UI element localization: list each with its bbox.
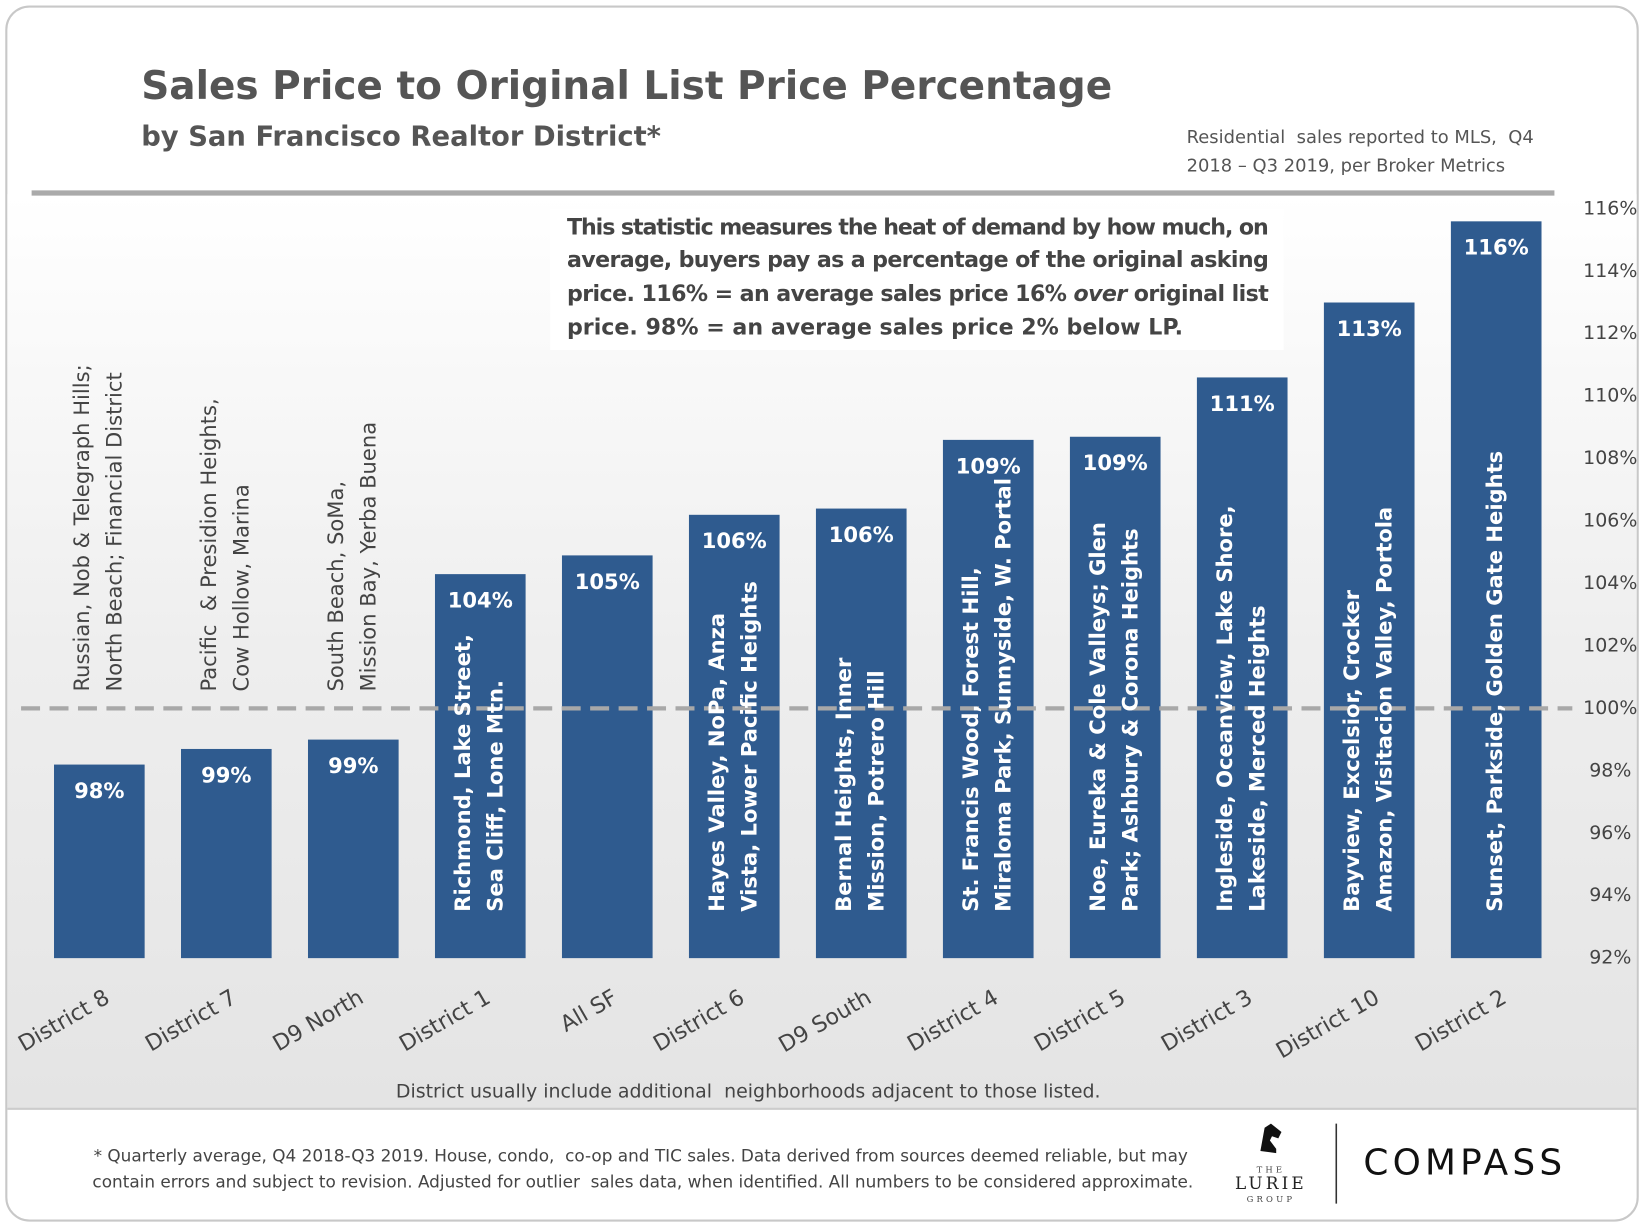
value-label: 99% — [201, 762, 251, 787]
bar — [434, 574, 526, 959]
bar — [1196, 377, 1288, 959]
category-note: St. Francis Wood, Forest Hill, — [958, 567, 983, 912]
y-tick-label: 96% — [1589, 822, 1631, 844]
category-note: Miraloma Park, Sunnyside, W. Portal — [991, 478, 1016, 912]
value-label: 111% — [1210, 391, 1275, 416]
bar — [54, 764, 145, 959]
category-note: Mission, Potrero Hill — [864, 670, 889, 911]
value-label: 105% — [575, 569, 640, 594]
y-tick-label: 98% — [1589, 759, 1631, 781]
y-tick-label: 110% — [1583, 385, 1637, 407]
category-note: Russian, Nob & Telegraph Hills; — [69, 364, 94, 691]
bar — [561, 555, 653, 959]
chart-subtitle: by San Francisco Realtor District* — [141, 122, 661, 153]
value-label: 106% — [829, 522, 894, 547]
category-note: Lakeside, Merced Heights — [1245, 605, 1270, 911]
value-label: 113% — [1337, 316, 1402, 341]
annotation-part: price. 116% = an average sales price 16% — [567, 281, 1074, 307]
footnote: * Quarterly average, Q4 2018-Q3 2019. Ho… — [94, 1145, 1188, 1165]
y-tick-label: 92% — [1589, 947, 1631, 969]
y-tick-label: 116% — [1583, 197, 1637, 219]
category-note: South Beach, SoMa, — [323, 481, 348, 692]
y-tick-label: 108% — [1583, 447, 1637, 469]
category-note: Cow Hollow, Marina — [229, 484, 254, 691]
bar — [815, 508, 907, 959]
annotation-line: price. 116% = an average sales price 16%… — [567, 281, 1269, 307]
annotation-line: This statistic measures the heat of dema… — [567, 214, 1269, 240]
bar — [1069, 436, 1161, 959]
annotation-part: original list — [1127, 281, 1270, 307]
value-label: 98% — [74, 778, 124, 803]
footer-note: District usually include additional neig… — [396, 1080, 1101, 1102]
logo-text: GROUP — [1247, 1194, 1296, 1204]
logo-text: LURIE — [1235, 1173, 1307, 1193]
category-note: Bayview, Excelsior, Crocker — [1339, 589, 1364, 911]
y-tick-label: 106% — [1583, 510, 1637, 532]
y-tick-label: 100% — [1583, 697, 1637, 719]
category-note: Sunset, Parkside, Golden Gate Heights — [1482, 451, 1507, 912]
logo-knight — [1260, 1123, 1282, 1154]
value-label: 109% — [1083, 450, 1148, 475]
logo-text: THE — [1257, 1164, 1286, 1174]
y-tick-label: 114% — [1583, 260, 1637, 282]
footnote: contain errors and subject to revision. … — [92, 1172, 1193, 1192]
category-note: Park; Ashbury & Corona Heights — [1118, 528, 1143, 911]
category-note: Ingleside, Oceanview, Lake Shore, — [1212, 505, 1237, 911]
annotation-box — [550, 208, 1284, 351]
bar — [1450, 221, 1542, 959]
value-label: 109% — [956, 453, 1021, 478]
category-note: Richmond, Lake Street, — [450, 634, 475, 912]
value-label: 116% — [1464, 235, 1529, 260]
bar — [688, 514, 780, 959]
category-note: Vista, Lower Pacific Heights — [737, 581, 762, 912]
category-note: Mission Bay, Yerba Buena — [356, 422, 381, 692]
chart-title: Sales Price to Original List Price Perce… — [141, 64, 1112, 109]
y-tick-label: 94% — [1589, 884, 1631, 906]
category-note: Amazon, Visitacion Valley, Portola — [1372, 507, 1397, 912]
category-note: Noe, Eureka & Cole Valleys; Glen — [1085, 522, 1110, 912]
category-note: Pacific & Presidion Heights, — [196, 398, 221, 691]
source-note: 2018 – Q3 2019, per Broker Metrics — [1187, 156, 1505, 177]
brand-logo: COMPASS — [1363, 1143, 1566, 1184]
y-tick-label: 112% — [1583, 322, 1637, 344]
source-note: Residential sales reported to MLS, Q4 — [1187, 127, 1534, 148]
value-label: 106% — [702, 528, 767, 553]
annotation-line: average, buyers pay as a percentage of t… — [567, 247, 1269, 273]
bar — [942, 439, 1034, 959]
y-tick-label: 104% — [1583, 572, 1637, 594]
bar — [180, 748, 272, 959]
value-label: 104% — [448, 588, 513, 613]
bar — [1323, 302, 1415, 959]
category-note: Bernal Heights, Inner — [831, 657, 856, 912]
category-note: Sea Cliff, Lone Mtn. — [483, 680, 508, 912]
category-note: North Beach; Financial District — [102, 372, 127, 691]
annotation-emphasis: over — [1073, 281, 1129, 307]
y-tick-label: 102% — [1583, 634, 1637, 656]
value-label: 99% — [328, 753, 378, 778]
annotation-line: price. 98% = an average sales price 2% b… — [567, 314, 1183, 340]
bar — [307, 739, 399, 959]
category-note: Hayes Valley, NoPa, Anza — [704, 613, 729, 912]
